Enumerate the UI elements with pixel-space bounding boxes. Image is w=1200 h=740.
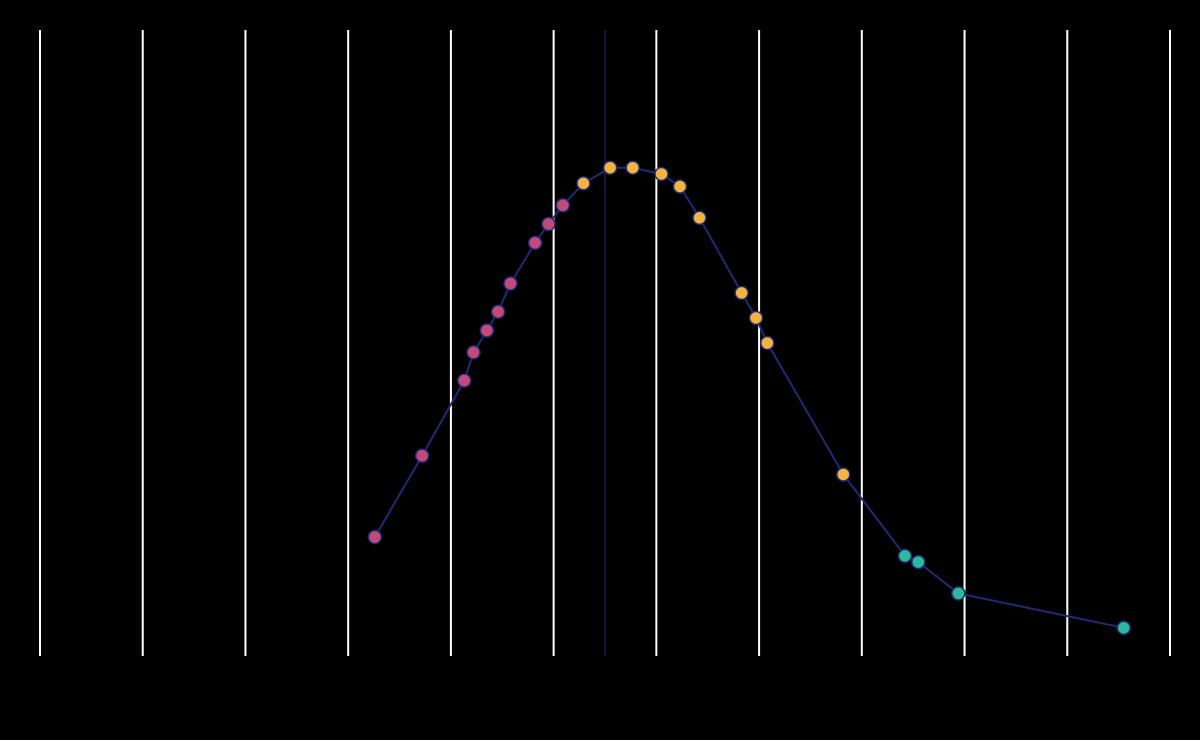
data-point	[673, 180, 686, 193]
data-point	[837, 468, 850, 481]
data-point	[1117, 621, 1130, 634]
data-point	[480, 324, 493, 337]
data-point	[912, 556, 925, 569]
data-point	[693, 211, 706, 224]
data-point	[735, 286, 748, 299]
data-point	[529, 236, 542, 249]
bell-curve-chart	[0, 0, 1200, 740]
data-point	[467, 346, 480, 359]
data-point	[492, 305, 505, 318]
data-point	[750, 311, 763, 324]
data-point	[556, 199, 569, 212]
data-point	[604, 161, 617, 174]
data-point	[504, 277, 517, 290]
data-point	[458, 374, 471, 387]
chart-background	[0, 0, 1200, 740]
data-point	[898, 549, 911, 562]
data-point	[761, 337, 774, 350]
data-point	[416, 449, 429, 462]
data-point	[952, 587, 965, 600]
data-point	[577, 177, 590, 190]
data-point	[655, 167, 668, 180]
data-point	[626, 161, 639, 174]
data-point	[368, 531, 381, 544]
data-point	[542, 218, 555, 231]
